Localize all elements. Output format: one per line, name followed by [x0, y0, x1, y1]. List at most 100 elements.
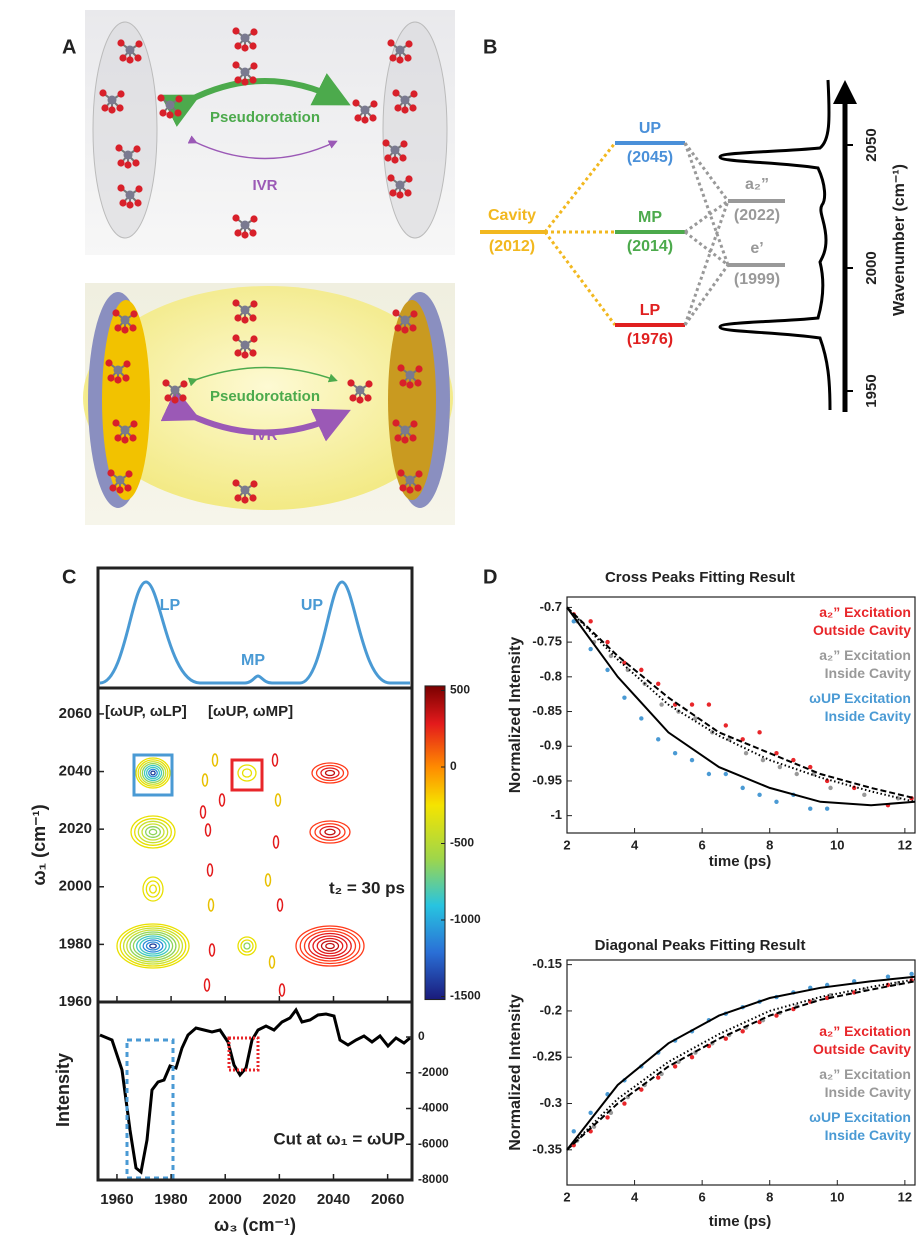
- atom: [400, 315, 410, 325]
- y-tick-label: -0.25: [532, 1049, 562, 1064]
- atom: [121, 436, 129, 444]
- atom: [114, 434, 122, 442]
- data-point: [824, 806, 830, 811]
- y-tick-label: -0.7: [540, 599, 562, 614]
- plot-frame: [96, 1000, 414, 1182]
- contour: [148, 828, 158, 836]
- atom: [392, 89, 400, 97]
- y-tick-label: -0.75: [532, 634, 562, 649]
- linear-spectrum: [99, 580, 410, 685]
- y2-tick-label: -2000: [418, 1065, 449, 1079]
- data-point: [656, 681, 661, 686]
- atom: [125, 470, 133, 478]
- highlight-box: [125, 1038, 175, 1180]
- atom: [250, 480, 258, 488]
- y-tick-label: -0.3: [540, 1095, 562, 1110]
- data-point: [757, 1019, 762, 1025]
- contour: [130, 815, 176, 849]
- contour: [132, 933, 174, 959]
- plot-frame: [566, 959, 916, 1186]
- chart-title: Diagonal Peaks Fitting Result: [595, 937, 806, 954]
- contour: [299, 927, 361, 965]
- atom: [349, 394, 357, 402]
- axis-label: ω₁ (cm⁻¹): [29, 804, 49, 885]
- contour: [134, 818, 172, 846]
- data-point: [706, 771, 712, 777]
- weak-arrow: [187, 135, 338, 160]
- atom: [134, 199, 142, 207]
- atom: [171, 396, 179, 404]
- y-tick-label: -1: [550, 807, 562, 822]
- data-point: [794, 771, 799, 777]
- atom: [391, 156, 399, 164]
- atom: [115, 475, 125, 485]
- contour: [204, 823, 212, 837]
- atom: [414, 379, 422, 387]
- highlight-box: [227, 1036, 260, 1072]
- axis-label: Intensity: [53, 1053, 73, 1127]
- contour: [240, 939, 254, 953]
- contour: [324, 769, 336, 777]
- atom: [249, 229, 257, 237]
- contour: [145, 880, 161, 898]
- atom: [123, 360, 131, 368]
- atom: [112, 309, 120, 317]
- level-label: (1999): [734, 271, 780, 288]
- x-tick-label: 8: [766, 837, 773, 852]
- atom: [234, 349, 242, 357]
- x-tick-label: 12: [898, 837, 912, 852]
- contour: [314, 823, 346, 841]
- data-point: [639, 1087, 644, 1092]
- y-tick-label: -0.2: [540, 1002, 562, 1017]
- axis-label: Wavenumber (cm⁻¹): [891, 164, 908, 316]
- atom: [241, 78, 249, 86]
- contour: [143, 764, 163, 782]
- mirror-face: [102, 300, 150, 500]
- atom: [394, 434, 402, 442]
- y-tick-label: 1950: [863, 374, 880, 407]
- atom: [174, 109, 182, 117]
- atom: [249, 314, 257, 322]
- data-point: [622, 660, 627, 666]
- data-point: [862, 792, 867, 798]
- atom: [240, 67, 250, 77]
- contour: [137, 820, 169, 844]
- atom: [114, 376, 122, 384]
- atom: [387, 174, 395, 182]
- contour: [295, 925, 365, 967]
- level-name: a₂”: [745, 176, 769, 193]
- data-point: [774, 799, 779, 804]
- data-point: [757, 730, 762, 735]
- contour: [199, 805, 207, 819]
- atom: [396, 191, 404, 199]
- atom: [415, 365, 423, 373]
- atom: [241, 496, 249, 504]
- fit-line: [566, 978, 916, 1151]
- level-name: LP: [640, 302, 661, 319]
- connector: [543, 231, 617, 326]
- atom: [399, 154, 407, 162]
- atom: [404, 189, 412, 197]
- contour: [139, 937, 167, 955]
- connector: [683, 142, 730, 202]
- data-point: [588, 619, 593, 624]
- legend-entry: a₂” Excitation Outside Cavity: [812, 1023, 911, 1057]
- atom: [166, 111, 174, 119]
- level-name: UP: [639, 120, 662, 137]
- atom: [135, 40, 143, 48]
- data-point: [706, 702, 712, 707]
- level-label: (2012): [489, 238, 535, 255]
- contour: [243, 942, 251, 950]
- panel-label: C: [62, 566, 76, 588]
- data-point: [743, 750, 749, 756]
- peak-label: LP: [160, 597, 181, 614]
- atom: [410, 420, 418, 428]
- atom: [406, 381, 414, 389]
- axis-label: Normalized Intensity: [507, 994, 524, 1151]
- atom: [389, 189, 397, 197]
- axis-arrowhead: [833, 80, 857, 104]
- contour: [278, 983, 286, 997]
- fit-line: [566, 606, 916, 800]
- contour: [316, 937, 344, 955]
- contour: [325, 942, 335, 950]
